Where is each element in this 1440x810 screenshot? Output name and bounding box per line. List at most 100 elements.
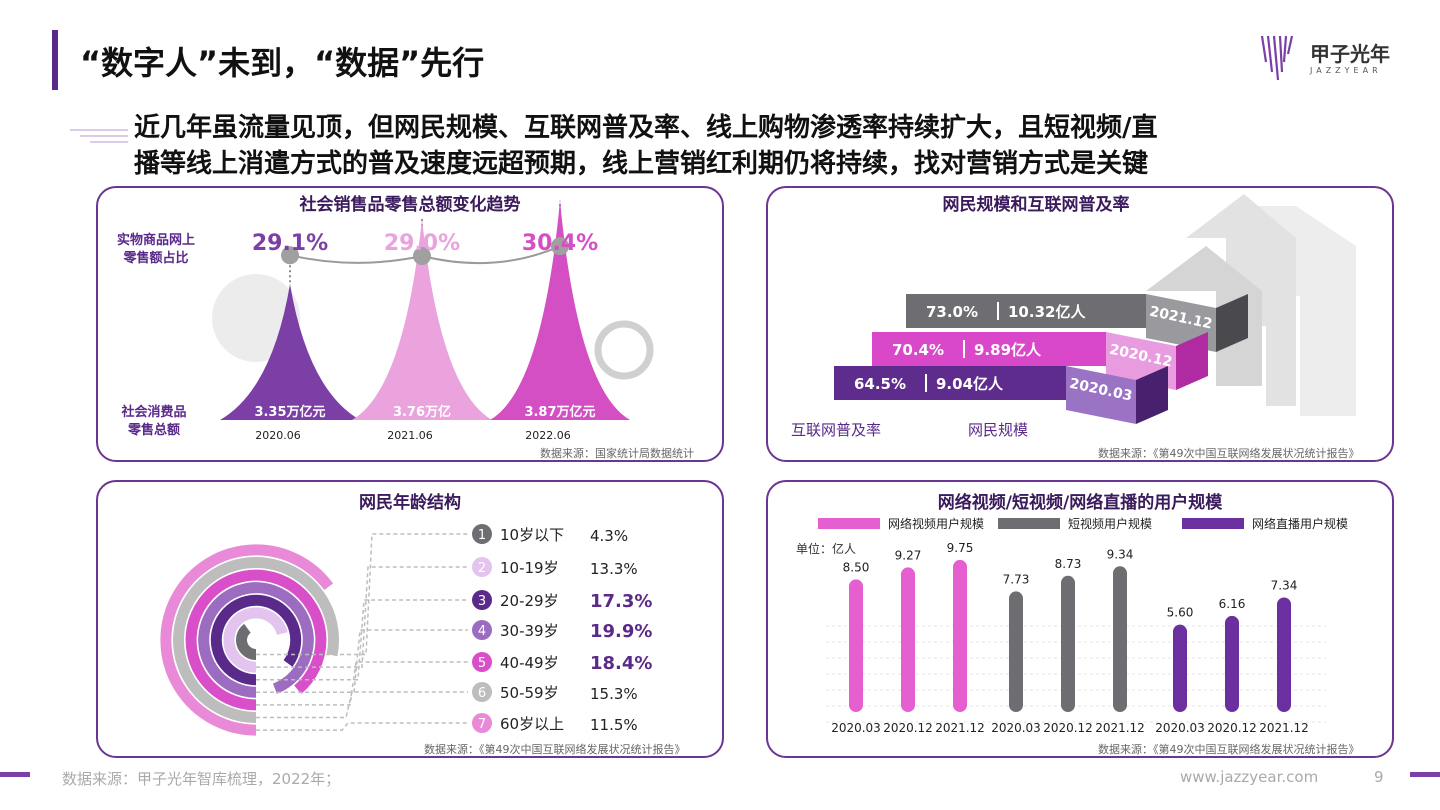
age-value: 18.4% xyxy=(590,653,652,674)
logo-subtext: JAZZYEAR xyxy=(1310,66,1382,75)
decor-lines xyxy=(70,129,128,143)
footer-accent-left xyxy=(0,772,30,777)
age-number-badge xyxy=(472,713,492,733)
age-leader-line xyxy=(256,629,468,694)
video-category-label: 2020.12 xyxy=(1207,721,1257,735)
footer-url[interactable]: www.jazzyear.com xyxy=(1180,768,1319,786)
video-category-label: 2020.03 xyxy=(831,721,881,735)
video-bar xyxy=(1173,624,1187,712)
retail-top-label-line1: 实物商品网上 xyxy=(117,232,195,248)
legend-users: 网民规模 xyxy=(968,421,1028,439)
online-share-label: 29.1% xyxy=(252,231,328,256)
title-accent-bar xyxy=(52,30,58,90)
online-share-label: 29.0% xyxy=(384,231,460,256)
online-share-point xyxy=(281,246,299,265)
video-value-label: 7.73 xyxy=(1003,572,1030,586)
retail-category-label: 2022.06 xyxy=(525,429,571,442)
age-leader-line xyxy=(256,599,468,681)
footer-source: 数据来源：甲子光年智库梳理，2022年； xyxy=(62,770,341,788)
retail-category-label: 2021.06 xyxy=(387,429,433,442)
video-value-label: 7.34 xyxy=(1271,578,1298,592)
video-category-label: 2021.12 xyxy=(935,721,985,735)
video-category-label: 2021.12 xyxy=(1095,721,1145,735)
video-bar xyxy=(1225,615,1239,712)
age-arc-6 xyxy=(173,557,339,723)
online-share-point xyxy=(413,247,431,265)
legend-swatch xyxy=(1182,518,1244,529)
age-arc-2 xyxy=(223,607,288,673)
video-category-label: 2020.12 xyxy=(883,721,933,735)
legend-swatch xyxy=(818,518,880,529)
video-bar xyxy=(1277,597,1291,712)
retail-total-label: 3.87万亿元 xyxy=(524,404,595,420)
age-value: 4.3% xyxy=(590,527,628,545)
year-tab-side xyxy=(1176,332,1208,390)
video-value-label: 9.27 xyxy=(895,548,922,562)
video-value-label: 5.60 xyxy=(1167,606,1194,620)
age-number: 7 xyxy=(478,717,486,732)
page-title: “数字人”未到，“数据”先行 xyxy=(80,44,485,82)
age-number: 1 xyxy=(478,528,486,543)
video-bar xyxy=(901,567,915,712)
decor-arrow-front xyxy=(1146,246,1262,386)
video-unit-label: 单位：亿人 xyxy=(796,541,856,556)
video-value-label: 6.16 xyxy=(1219,597,1246,611)
netizen-panel-title: 网民规模和互联网普及率 xyxy=(942,195,1130,215)
netizen-source: 数据来源：《第49次中国互联网络发展状况统计报告》 xyxy=(1098,447,1360,460)
subtitle-line-2: 播等线上消遣方式的普及速度远超预期，线上营销红利期仍将持续，找对营销方式是关键 xyxy=(134,149,1149,179)
penetration-label: 64.5% xyxy=(854,375,906,393)
users-label: 9.89亿人 xyxy=(974,341,1042,359)
video-source: 数据来源：《第49次中国互联网络发展状况统计报告》 xyxy=(1098,743,1360,756)
logo-icon xyxy=(1260,35,1294,81)
age-label: 10-19岁 xyxy=(500,559,559,577)
age-leader-line xyxy=(256,533,468,656)
retail-total-label: 3.35万亿元 xyxy=(254,404,325,420)
video-category-label: 2020.12 xyxy=(1043,721,1093,735)
video-bar xyxy=(1061,575,1075,712)
age-panel-title: 网民年龄结构 xyxy=(359,493,461,513)
video-bar xyxy=(1113,566,1127,712)
age-number: 6 xyxy=(478,686,486,701)
users-label: 9.04亿人 xyxy=(936,375,1004,393)
age-number-badge xyxy=(472,682,492,702)
age-value: 13.3% xyxy=(590,560,638,578)
video-panel-title: 网络视频/短视频/网络直播的用户规模 xyxy=(937,493,1223,513)
age-number-badge xyxy=(472,620,492,640)
video-category-label: 2021.12 xyxy=(1259,721,1309,735)
retail-area-mark xyxy=(352,218,492,420)
retail-source: 数据来源：国家统计局数据统计 xyxy=(540,447,694,460)
retail-panel-title: 社会销售品零售总额变化趋势 xyxy=(299,195,521,215)
video-value-label: 9.34 xyxy=(1107,547,1134,561)
age-arc-5 xyxy=(185,569,327,711)
penetration-label: 70.4% xyxy=(892,341,944,359)
page-subtitle: 近几年虽流量见顶，但网民规模、互联网普及率、线上购物渗透率持续扩大，且短视频/直… xyxy=(134,110,1414,182)
age-arc-1 xyxy=(236,623,257,660)
legend-label: 网络直播用户规模 xyxy=(1252,516,1348,531)
legend-label: 短视频用户规模 xyxy=(1068,516,1152,531)
age-source: 数据来源：《第49次中国互联网络发展状况统计报告》 xyxy=(424,743,686,756)
retail-area-mark xyxy=(220,284,360,420)
video-value-label: 8.73 xyxy=(1055,557,1082,571)
video-bar xyxy=(849,579,863,712)
age-leader-line xyxy=(256,566,468,668)
netizen-bar xyxy=(834,366,1066,400)
footer-accent-right xyxy=(1410,772,1440,777)
video-value-label: 8.50 xyxy=(843,560,870,574)
retail-total-label: 3.76万亿 xyxy=(393,404,451,420)
netizen-bar xyxy=(872,332,1106,366)
retail-bottom-label-line2: 零售总额 xyxy=(127,422,180,438)
age-number-badge xyxy=(472,652,492,672)
age-leader-line xyxy=(256,722,468,731)
online-share-point xyxy=(551,237,569,256)
page-number: 9 xyxy=(1374,768,1384,786)
legend-swatch xyxy=(998,518,1060,529)
age-value: 11.5% xyxy=(590,716,638,734)
age-number-badge xyxy=(472,590,492,610)
age-number: 2 xyxy=(478,561,486,576)
age-leader-line xyxy=(256,661,468,706)
retail-top-label-line2: 零售额占比 xyxy=(122,250,188,266)
video-category-label: 2020.03 xyxy=(1155,721,1205,735)
video-category-label: 2020.03 xyxy=(991,721,1041,735)
video-bar xyxy=(1009,591,1023,712)
